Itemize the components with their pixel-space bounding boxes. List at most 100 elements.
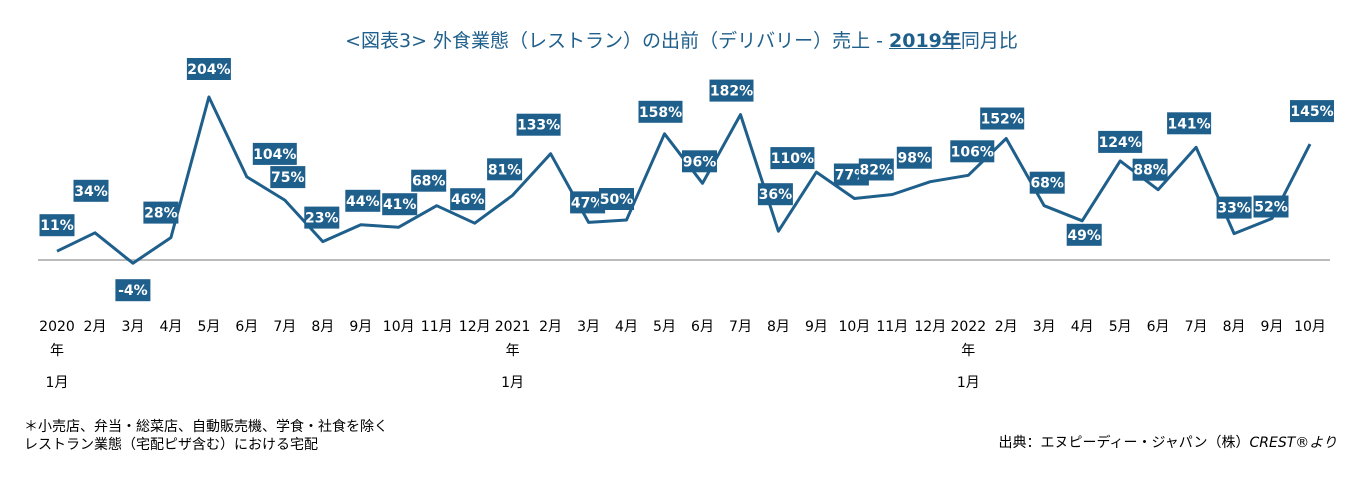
chart-title: <図表3> 外食業態（レストラン）の出前（デリバリー）売上 - 2019年同月比 (0, 26, 1363, 53)
data-label-text: -4% (118, 283, 148, 299)
x-tick-label: 年 (961, 343, 975, 359)
data-label-text: 23% (305, 211, 339, 227)
x-tick-label: 11月 (876, 319, 908, 335)
data-label: 88% (1132, 158, 1168, 181)
data-label: 36% (757, 183, 793, 206)
data-label: 33% (1216, 196, 1252, 219)
data-label-text: 33% (1217, 201, 1251, 217)
data-label-box (1066, 223, 1102, 246)
data-label-box (1253, 195, 1289, 218)
x-tick-label: 10月 (838, 319, 870, 335)
data-label-text: 46% (451, 192, 485, 208)
data-label-box (950, 140, 995, 163)
x-tick-label: 8月 (1223, 319, 1246, 335)
data-label-box (143, 201, 179, 224)
data-label: 110% (770, 147, 815, 170)
data-label: 68% (411, 169, 447, 192)
x-tick-label: 年 (506, 343, 520, 359)
data-label-box (638, 100, 683, 123)
data-label: -4% (115, 279, 151, 302)
data-label-text: 158% (639, 105, 682, 121)
source-brand: CREST®より (1249, 435, 1337, 451)
footnote: ＊小売店、弁当・総菜店、自動販売機、学食・社食を除く レストラン業態（宅配ピザ含… (24, 418, 388, 454)
data-label-box (115, 279, 151, 302)
data-label-text: 50% (600, 192, 634, 208)
data-label: 145% (1290, 100, 1334, 123)
data-label: 98% (896, 146, 932, 169)
x-tick-label: 7月 (729, 319, 752, 335)
chart-title-base-year: 2019年 (889, 30, 961, 52)
data-label: 49% (1066, 223, 1102, 246)
x-tick-label: 1月 (501, 375, 524, 391)
data-label: 204% (186, 58, 231, 80)
x-tick-label: 8月 (767, 319, 790, 335)
data-label-text: 82% (860, 163, 894, 179)
data-label-text: 41% (383, 197, 417, 213)
data-label-box (599, 188, 634, 210)
data-label: 106% (950, 140, 995, 163)
data-label: 46% (450, 188, 486, 211)
data-label: 124% (1098, 130, 1143, 153)
data-label-text: 52% (1254, 200, 1288, 216)
footnote-line-2: レストラン業態（宅配ピザ含む）における宅配 (24, 437, 318, 453)
data-label-box (858, 158, 894, 181)
data-label-text: 204% (187, 62, 230, 78)
data-label: 52% (1253, 195, 1289, 218)
x-tick-label: 5月 (1109, 319, 1132, 335)
x-tick-label: 6月 (691, 319, 714, 335)
x-tick-label: 12月 (459, 319, 491, 335)
data-label: 11% (39, 214, 75, 237)
data-label-box (1029, 171, 1065, 194)
x-tick-label: 10月 (383, 319, 415, 335)
data-label-box (980, 107, 1025, 130)
data-label: 158% (638, 100, 683, 123)
x-tick-label: 年 (50, 343, 64, 359)
data-label-text: 68% (1030, 176, 1064, 192)
x-tick-label: 11月 (421, 319, 453, 335)
data-label-box (487, 158, 523, 181)
data-label: 34% (73, 179, 109, 202)
data-label-text: 110% (771, 151, 814, 167)
x-tick-label: 2月 (995, 319, 1018, 335)
data-label: 82% (858, 158, 894, 181)
data-label-box (682, 150, 717, 173)
data-label-box (304, 206, 340, 229)
data-label-text: 75% (271, 170, 305, 186)
x-tick-label: 2020 (39, 319, 75, 335)
x-tick-label: 4月 (159, 319, 182, 335)
data-label: 152% (980, 107, 1025, 130)
data-label-box (186, 58, 231, 80)
footnote-line-1: ＊小売店、弁当・総菜店、自動販売機、学食・社食を除く (24, 419, 388, 435)
data-label-box (382, 193, 418, 216)
data-label-text: 88% (1133, 163, 1167, 179)
x-tick-label: 3月 (121, 319, 144, 335)
data-label-text: 11% (40, 218, 74, 234)
data-label-text: 182% (710, 84, 753, 100)
data-label-text: 68% (412, 174, 446, 190)
data-label-text: 96% (683, 154, 717, 170)
data-label-box (39, 214, 75, 237)
data-label-text: 28% (144, 206, 178, 222)
data-label-text: 145% (1290, 104, 1333, 120)
x-tick-label: 7月 (1185, 319, 1208, 335)
x-tick-label: 3月 (1033, 319, 1056, 335)
data-label: 28% (143, 201, 179, 224)
data-label-box (1216, 196, 1252, 219)
x-tick-label: 3月 (577, 319, 600, 335)
source-label: 出典：エヌピーディー・ジャパン（株） (998, 435, 1250, 451)
data-label: 47% (570, 191, 606, 214)
data-label: 133% (516, 113, 561, 136)
x-tick-label: 12月 (914, 319, 946, 335)
data-label-text: 141% (1167, 116, 1210, 132)
x-tick-label: 1月 (46, 375, 69, 391)
x-tick-label: 2022 (950, 319, 986, 335)
x-tick-label: 10月 (1294, 319, 1326, 335)
data-label-box (252, 142, 297, 165)
data-label: 104% (252, 142, 297, 165)
x-tick-label: 4月 (615, 319, 638, 335)
data-label-text: 152% (981, 112, 1024, 128)
data-label-box (516, 113, 561, 136)
data-label: 141% (1167, 112, 1212, 135)
data-label-box (450, 188, 486, 211)
